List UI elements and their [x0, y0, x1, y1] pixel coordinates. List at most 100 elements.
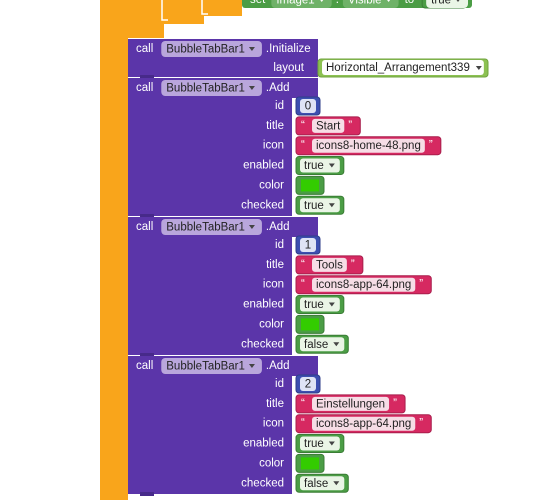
- param-label: color: [259, 179, 284, 191]
- text-value: icons8-app-64.png: [316, 279, 411, 291]
- boolean-value: true: [304, 200, 324, 212]
- boolean-field: [300, 297, 340, 312]
- param-label: id: [275, 239, 284, 251]
- param-label: checked: [241, 199, 284, 211]
- control-block-arm: [128, 0, 164, 38]
- param-label: id: [275, 100, 284, 112]
- method-name: .Add: [266, 221, 290, 233]
- color-swatch: [301, 179, 319, 192]
- param-label: id: [275, 378, 284, 390]
- text-value: icons8-home-48.png: [316, 140, 421, 152]
- block-notch: [140, 214, 154, 218]
- open-quote: “: [301, 398, 305, 410]
- block-notch: [140, 492, 154, 496]
- property-dropdown-field: [342, 0, 399, 8]
- dropdown-arrow: [456, 0, 460, 2]
- dropdown-arrow: [328, 441, 335, 446]
- param-label: icon: [263, 279, 284, 291]
- boolean-dropdown: true: [431, 0, 451, 7]
- dropdown-arrow: [387, 0, 391, 2]
- component-dropdown: BubbleTabBar1: [166, 222, 245, 234]
- boolean-field: [300, 476, 345, 491]
- close-quote: ”: [419, 418, 423, 430]
- open-quote: “: [301, 120, 305, 132]
- open-quote: “: [301, 279, 305, 291]
- call-body: [128, 236, 292, 355]
- dropdown-arrow: [248, 225, 255, 229]
- component-dropdown-field: [161, 41, 262, 57]
- open-quote: “: [301, 140, 305, 152]
- layout-field: [322, 60, 484, 75]
- number-value: 0: [305, 101, 311, 113]
- text-field: [312, 257, 347, 272]
- call-keyword: call: [136, 82, 153, 94]
- dropdown-arrow: [248, 364, 255, 368]
- dropdown-arrow: [475, 66, 482, 70]
- boolean-value: false: [304, 478, 328, 490]
- text-field: [312, 416, 416, 431]
- boolean-value: true: [304, 160, 324, 172]
- call-body: [128, 97, 292, 216]
- text-field: [312, 396, 390, 411]
- number-field: [300, 377, 316, 391]
- component-dropdown-field: [161, 358, 262, 374]
- component-dropdown: BubbleTabBar1: [166, 361, 245, 373]
- component-dropdown: Image1: [276, 0, 314, 7]
- control-block-spine: [100, 0, 128, 500]
- param-label: enabled: [243, 299, 284, 311]
- method-name: .Add: [266, 360, 290, 372]
- control-block-arm: [204, 0, 242, 16]
- number-field: [300, 99, 316, 113]
- boolean-field: [300, 436, 340, 451]
- text-field: [312, 118, 345, 133]
- method-name: .Add: [266, 82, 290, 94]
- text-value: Einstellungen: [316, 398, 385, 410]
- dropdown-arrow: [248, 86, 255, 90]
- param-label: enabled: [243, 160, 284, 172]
- boolean-dropdown-field: [426, 0, 468, 8]
- to-keyword: to: [405, 0, 415, 6]
- close-quote: ”: [393, 398, 397, 410]
- component-dropdown-field: [161, 80, 262, 96]
- text-field: [312, 138, 425, 153]
- dropdown-arrow: [328, 203, 335, 208]
- boolean-value: true: [304, 438, 324, 450]
- number-value: 2: [305, 379, 311, 391]
- close-quote: ”: [351, 259, 355, 271]
- dropdown-arrow: [328, 302, 335, 307]
- param-label: enabled: [243, 438, 284, 450]
- set-keyword: set: [250, 0, 266, 6]
- param-label: layout: [273, 62, 304, 74]
- boolean-field: [300, 337, 345, 352]
- close-quote: ”: [348, 120, 352, 132]
- param-label: icon: [263, 418, 284, 430]
- call-body: [128, 59, 318, 77]
- block-edge: [161, 0, 208, 21]
- dropdown-arrow: [320, 0, 324, 2]
- call-keyword: call: [136, 360, 153, 372]
- control-block-arm: [164, 0, 204, 24]
- number-field: [300, 238, 316, 252]
- dropdown-arrow: [333, 481, 340, 486]
- boolean-field: [300, 158, 340, 173]
- component-dropdown-field: [271, 0, 332, 8]
- close-quote: ”: [429, 140, 433, 152]
- component-dropdown-field: [161, 219, 262, 235]
- text-value: Start: [316, 120, 341, 132]
- dropdown-arrow: [328, 163, 335, 168]
- block-notch: [140, 75, 154, 79]
- boolean-value: false: [304, 339, 328, 351]
- param-label: title: [266, 259, 284, 271]
- dropdown-arrow: [333, 342, 340, 347]
- layout-dropdown: Horizontal_Arrangement339: [326, 62, 470, 74]
- param-label: color: [259, 318, 284, 330]
- component-dropdown: BubbleTabBar1: [166, 83, 245, 95]
- dot: .: [336, 0, 339, 6]
- param-label: title: [266, 120, 284, 132]
- number-value: 1: [305, 240, 311, 252]
- call-body: [128, 375, 292, 494]
- call-keyword: call: [136, 43, 153, 55]
- text-value: icons8-app-64.png: [316, 418, 411, 430]
- color-swatch: [301, 318, 319, 331]
